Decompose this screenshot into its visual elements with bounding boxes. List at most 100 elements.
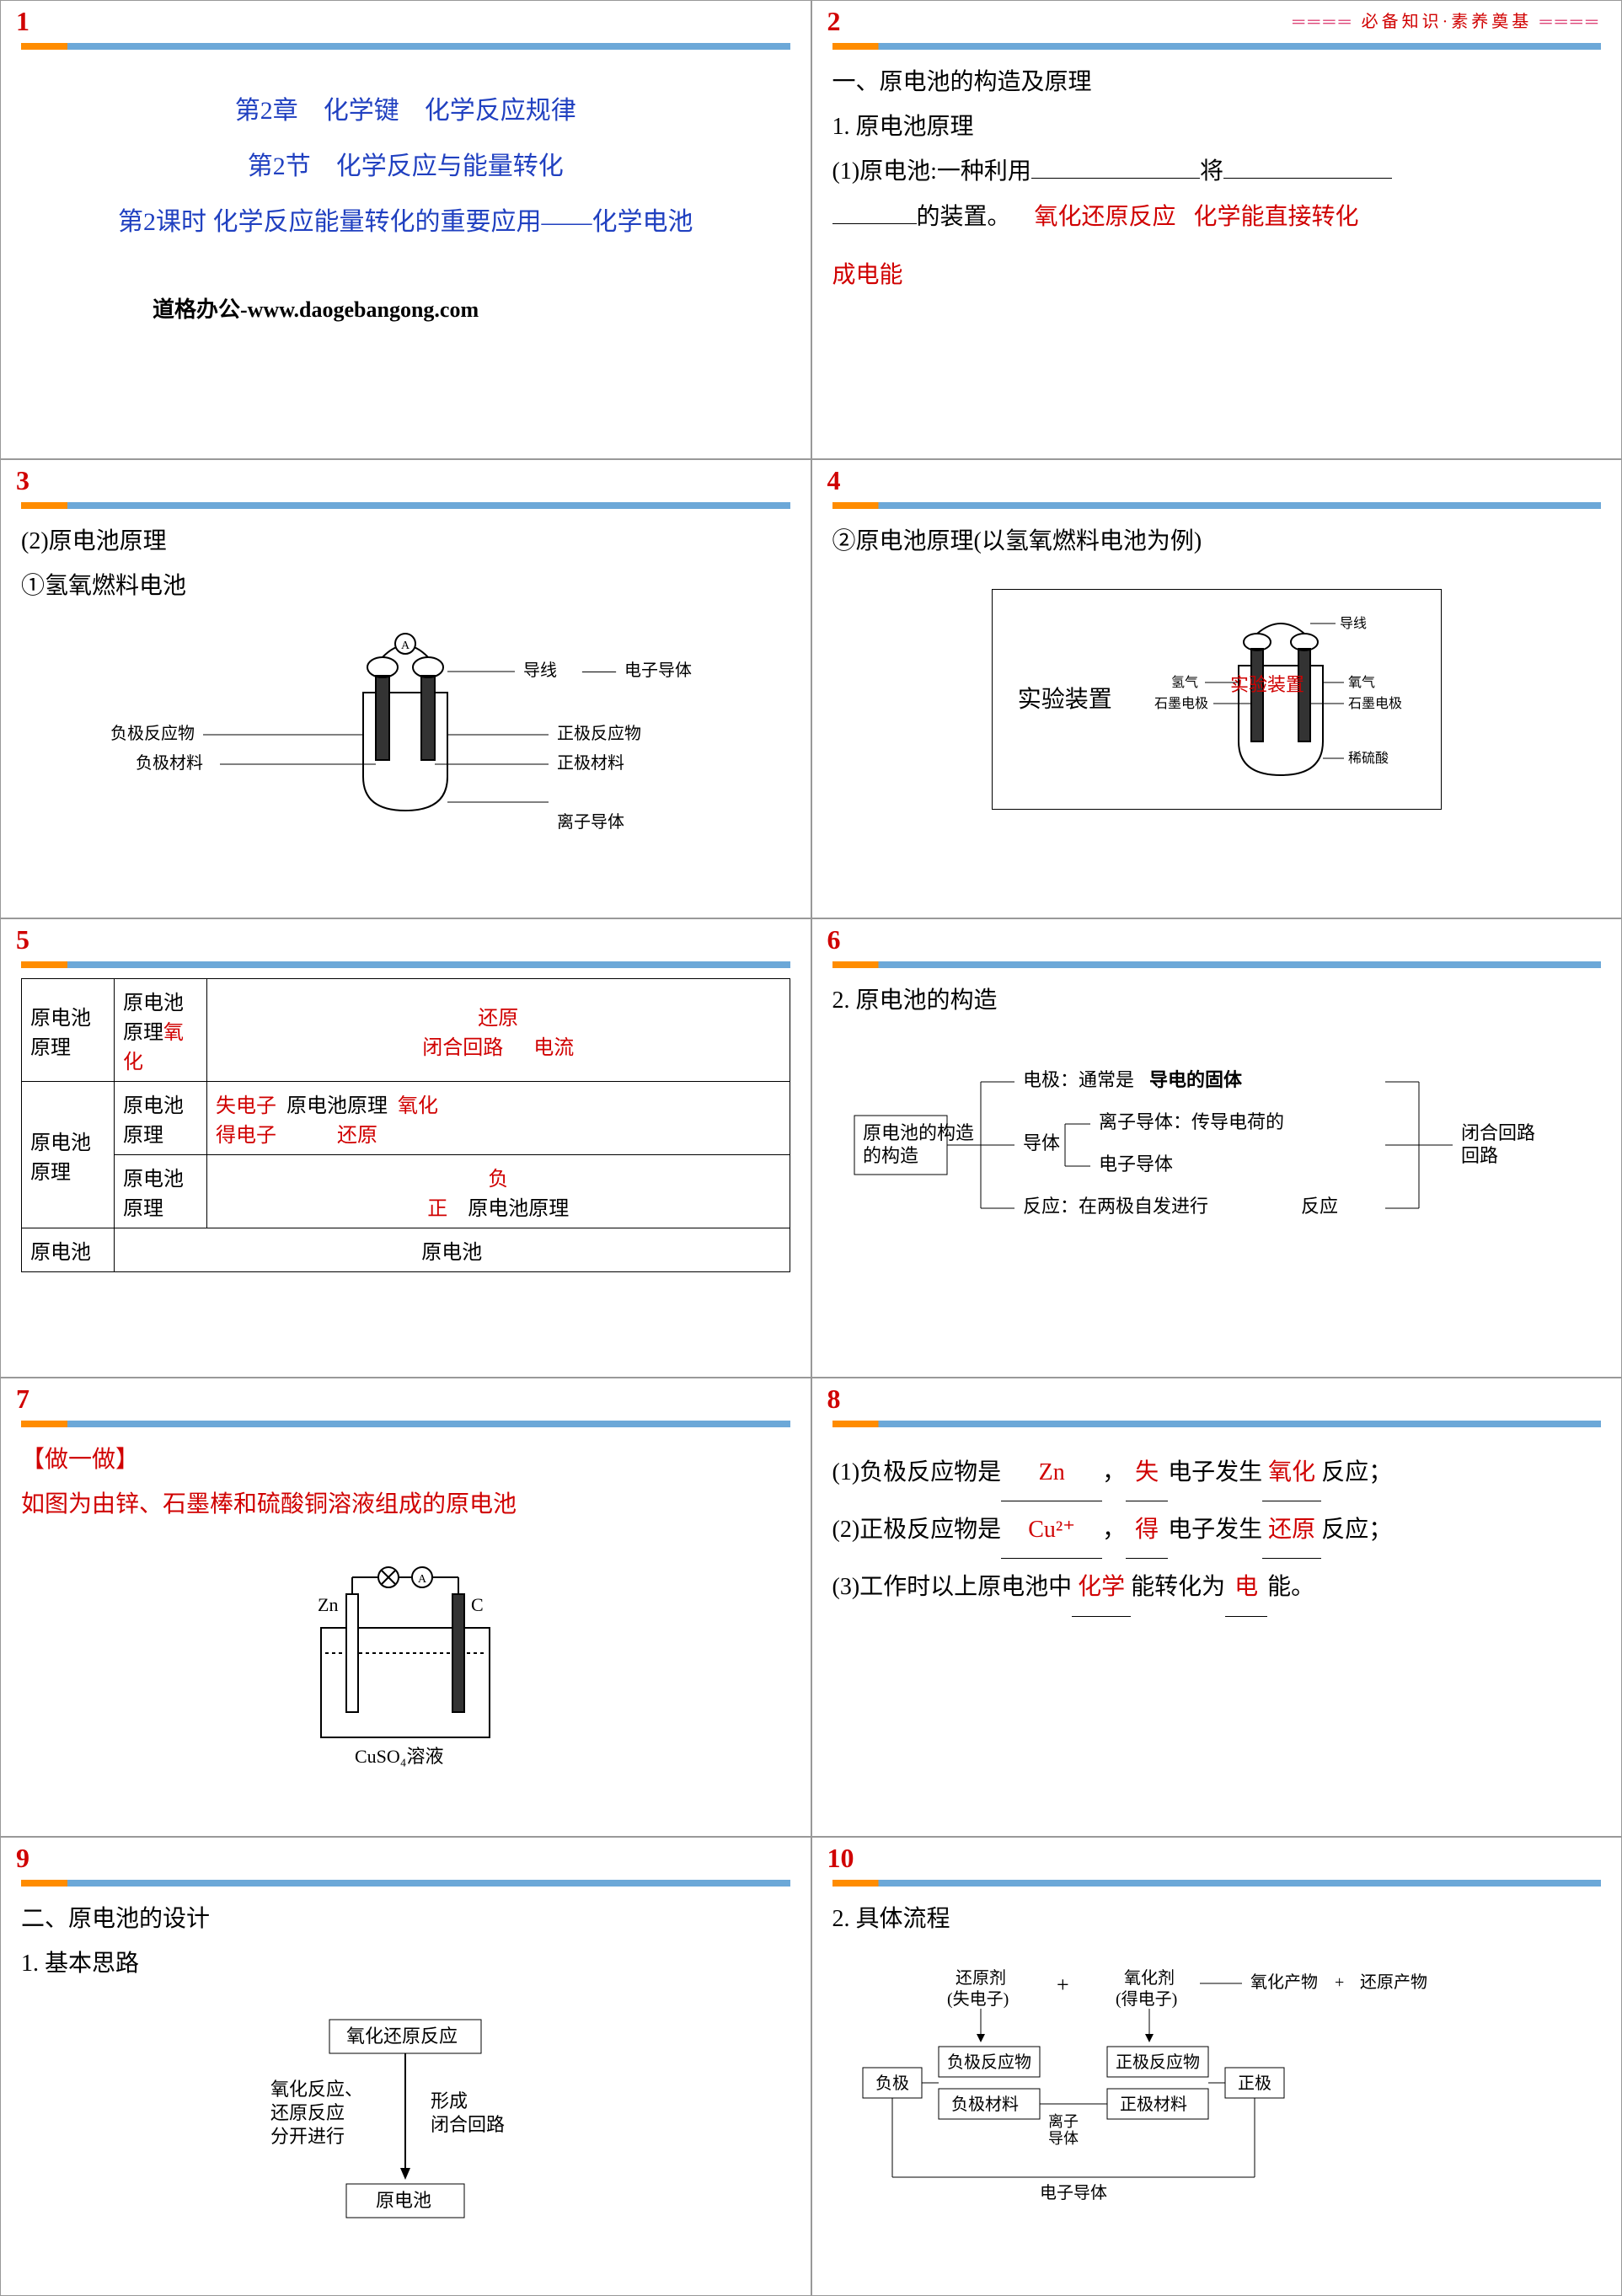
topbar (832, 502, 1602, 509)
heading-2: ①氢氧燃料电池 (21, 564, 790, 608)
heading-1: 一、原电池的构造及原理 (832, 60, 1602, 104)
svg-text:形成: 形成 (431, 2090, 468, 2111)
title-line-2: 第2节 化学反应与能量转化 (21, 139, 790, 195)
svg-text:氧气: 氧气 (1348, 675, 1375, 690)
experiment-svg: 导线 氢气 石墨电极 氧气 石墨电极 稀硫酸 实验装置 (1146, 607, 1416, 792)
box-label: 实验装置 (1018, 677, 1112, 722)
flow-svg: 氧化还原反应 氧化反应、 还原反应 分开进行 形成 闭合回路 原电池 (195, 2003, 616, 2256)
svg-text:负极: 负极 (875, 2074, 909, 2093)
slide-5: 5 原电池原理 原电池原理氧化 还原 闭合回路 电流 原电池原理 原电池原理 失… (0, 918, 811, 1378)
svg-text:导电的固体: 导电的固体 (1149, 1069, 1243, 1090)
slide-4: 4 ②原电池原理(以氢氧燃料电池为例) 实验装置 导线 氢气 (811, 459, 1622, 918)
heading: ②原电池原理(以氢氧燃料电池为例) (832, 519, 1602, 564)
svg-text:闭合回路: 闭合回路 (431, 2114, 505, 2135)
svg-text:氧化产物: 氧化产物 (1250, 1972, 1318, 1992)
svg-text:氧化反应、: 氧化反应、 (270, 2079, 363, 2100)
slide-number: 8 (827, 1383, 841, 1415)
svg-text:电极：通常是: 电极：通常是 (1023, 1069, 1134, 1090)
slide-1: 1 第2章 化学键 化学反应规律 第2节 化学反应与能量转化 第2课时 化学反应… (0, 0, 811, 459)
prompt: 如图为由锌、石墨棒和硫酸铜溶液组成的原电池 (21, 1491, 517, 1517)
topbar (832, 1421, 1602, 1427)
slide-number: 2 (827, 6, 841, 37)
fill-line: (1)原电池:一种利用将 (832, 149, 1602, 194)
heading: 2. 原电池的构造 (832, 978, 1602, 1023)
slide-number: 5 (16, 924, 29, 955)
svg-text:原电池的构造: 原电池的构造 (863, 1122, 974, 1143)
svg-text:负极反应物: 负极反应物 (947, 2052, 1031, 2072)
svg-text:导线: 导线 (523, 661, 557, 680)
svg-text:正极材料: 正极材料 (1120, 2095, 1187, 2114)
answer-1: 氧化还原反应 (1035, 204, 1176, 230)
svg-text:回路: 回路 (1461, 1145, 1498, 1166)
svg-text:闭合回路: 闭合回路 (1461, 1122, 1535, 1143)
title-line-3: 第2课时 化学反应能量转化的重要应用——化学电池 (21, 195, 790, 250)
svg-text:离子: 离子 (1048, 2113, 1079, 2130)
cell-diagram: A Zn C CuSO₄溶液 (21, 1544, 790, 1784)
content: 二、原电池的设计 1. 基本思路 (21, 1897, 790, 1986)
svg-text:导体: 导体 (1048, 2130, 1079, 2147)
svg-text:电子导体: 电子导体 (1040, 2183, 1107, 2202)
diagram-svg: A 负极反应物 负极材料 导线 —— 电子导体 正极反应物 正极材料 离子导体 (110, 625, 700, 861)
topbar (21, 1421, 790, 1427)
table-row: 原电池 原电池 (22, 1228, 790, 1272)
heading: 2. 具体流程 (832, 1897, 1602, 1941)
experiment-box: 实验装置 导线 氢气 石墨电极 氧气 (832, 589, 1602, 810)
slide-number: 7 (16, 1383, 29, 1415)
svg-text:离子导体: 离子导体 (557, 812, 624, 832)
svg-text:电子导体: 电子导体 (624, 661, 692, 680)
topbar (21, 502, 790, 509)
svg-text:反应: 反应 (1301, 1196, 1338, 1217)
svg-text:A: A (418, 1573, 427, 1586)
topbar (21, 961, 790, 968)
table-row: 原电池原理 原电池原理氧化 还原 闭合回路 电流 (22, 979, 790, 1082)
svg-text:+: + (1057, 1972, 1069, 1997)
svg-text:(失电子): (失电子) (947, 1989, 1009, 2009)
svg-text:反应：在两极自发进行: 反应：在两极自发进行 (1023, 1196, 1208, 1217)
slide-grid: 1 第2章 化学键 化学反应规律 第2节 化学反应与能量转化 第2课时 化学反应… (0, 0, 1622, 2296)
heading-1: 二、原电池的设计 (21, 1897, 790, 1941)
topbar (21, 43, 790, 50)
svg-text:——: —— (581, 661, 617, 680)
slide-10: 10 2. 具体流程 还原剂 (失电子) + 氧化剂 (得电子) 氧化产物 + … (811, 1837, 1622, 2296)
svg-text:C: C (471, 1594, 484, 1615)
svg-text:石墨电极: 石墨电极 (1348, 696, 1402, 711)
svg-text:(得电子): (得电子) (1116, 1989, 1177, 2009)
svg-text:分开进行: 分开进行 (270, 2126, 345, 2147)
svg-text:正极反应物: 正极反应物 (1116, 2052, 1200, 2072)
heading-2: 1. 基本思路 (21, 1941, 790, 1986)
footer-link: 道格办公-www.daogebangong.com (153, 292, 479, 324)
topbar (21, 1880, 790, 1887)
answer-2: 化学能直接转化 (1194, 204, 1359, 230)
content: (1)负极反应物是Zn，失电子发生氧化反应； (2)正极反应物是Cu²⁺，得电子… (832, 1444, 1602, 1617)
cell-svg: A Zn C CuSO₄溶液 (254, 1544, 557, 1780)
slide-9: 9 二、原电池的设计 1. 基本思路 氧化还原反应 氧化反应、 还原反应 分开进… (0, 1837, 811, 2296)
svg-text:石墨电极: 石墨电极 (1154, 696, 1208, 711)
slide-number: 6 (827, 924, 841, 955)
slide-number: 1 (16, 6, 29, 37)
content: (2)原电池原理 ①氢氧燃料电池 (21, 519, 790, 608)
svg-text:CuSO₄溶液: CuSO₄溶液 (355, 1746, 443, 1767)
svg-text:正极材料: 正极材料 (557, 753, 624, 773)
line-3: (3)工作时以上原电池中化学能转化为电能。 (832, 1559, 1602, 1616)
svg-text:氧化还原反应: 氧化还原反应 (346, 2026, 458, 2047)
content: 【做一做】 如图为由锌、石墨棒和硫酸铜溶液组成的原电池 (21, 1437, 790, 1527)
table-row: 原电池原理 原电池原理 失电子 原电池原理 氧化 得电子 还原 (22, 1082, 790, 1155)
title-block: 第2章 化学键 化学反应规律 第2节 化学反应与能量转化 第2课时 化学反应能量… (21, 83, 790, 250)
svg-text:实验装置: 实验装置 (1230, 674, 1304, 695)
fill-line-2: 的装置。 氧化还原反应 化学能直接转化 (832, 195, 1602, 239)
slide-8: 8 (1)负极反应物是Zn，失电子发生氧化反应； (2)正极反应物是Cu²⁺，得… (811, 1378, 1622, 1837)
svg-text:的构造: 的构造 (863, 1145, 918, 1166)
slide-number: 4 (827, 465, 841, 496)
slide-2: 2 必备知识·素养奠基 一、原电池的构造及原理 1. 原电池原理 (1)原电池:… (811, 0, 1622, 459)
slide-number: 3 (16, 465, 29, 496)
structure-svg: 原电池的构造 的构造 电极：通常是 导电的固体 导体 离子导体：传导电荷的 电子… (846, 1040, 1587, 1259)
svg-text:原电池: 原电池 (376, 2190, 431, 2211)
topbar (832, 1880, 1602, 1887)
content: 一、原电池的构造及原理 1. 原电池原理 (1)原电池:一种利用将 的装置。 氧… (832, 60, 1602, 297)
line-1: (1)负极反应物是Zn，失电子发生氧化反应； (832, 1444, 1602, 1501)
design-flowchart: 氧化还原反应 氧化反应、 还原反应 分开进行 形成 闭合回路 原电池 (21, 2003, 790, 2260)
slide-3: 3 (2)原电池原理 ①氢氧燃料电池 A 负极反应物 负极材料 (0, 459, 811, 918)
answer-3: 成电能 (832, 253, 1602, 297)
slide-6: 6 2. 原电池的构造 原电池的构造 的构造 电极：通常是 导电的固体 导体 离… (811, 918, 1622, 1378)
slide-number: 10 (827, 1843, 854, 1874)
